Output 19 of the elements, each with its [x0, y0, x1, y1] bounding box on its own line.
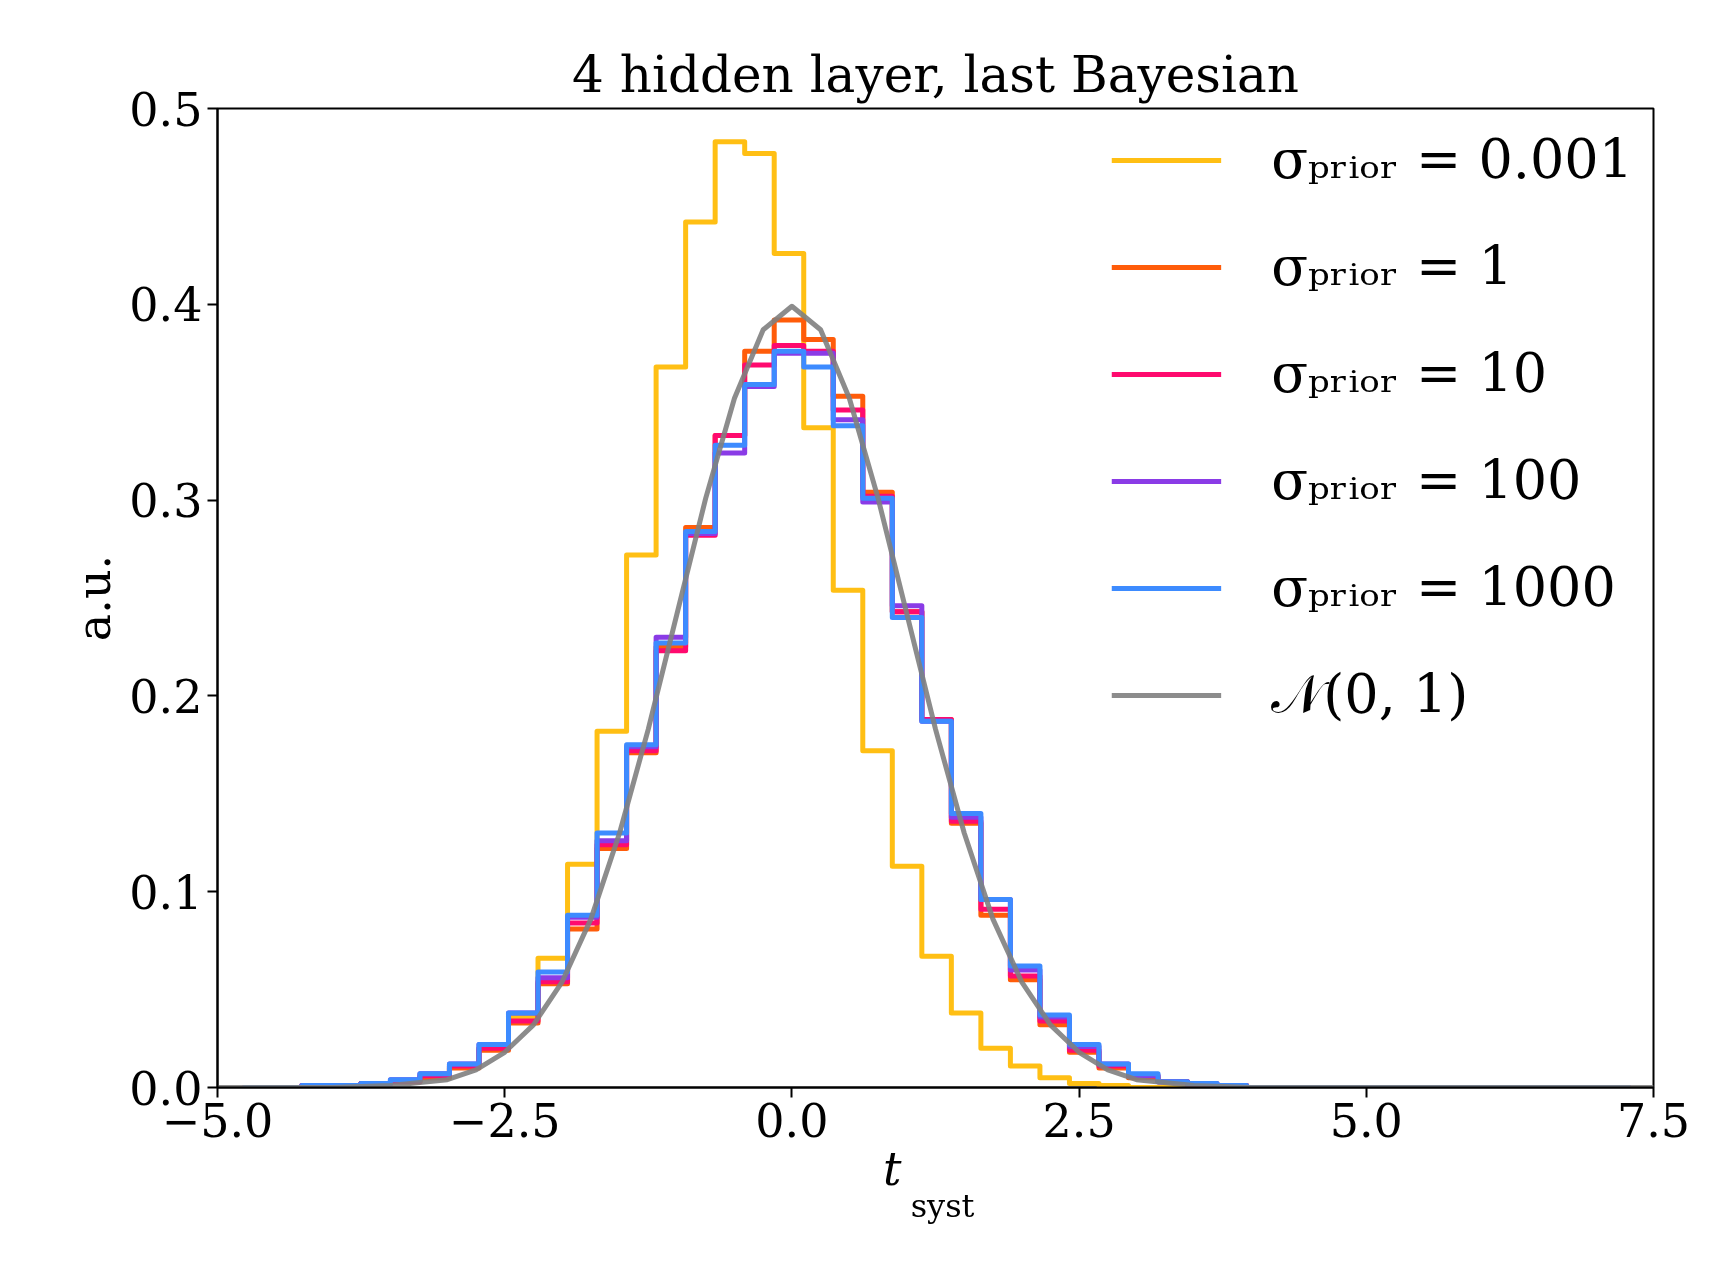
x-tick-label: 7.5: [1616, 1093, 1691, 1148]
legend-label: σₚᵣᵢₒᵣ = 1: [1271, 235, 1513, 298]
y-tick-label: 0.3: [129, 474, 203, 529]
x-tick-label: 0.0: [755, 1093, 829, 1148]
x-tick-label: −2.5: [448, 1093, 561, 1148]
x-tick-label: 5.0: [1329, 1093, 1403, 1148]
legend-label: σₚᵣᵢₒᵣ = 0.001: [1271, 128, 1633, 191]
y-tick-label: 0.1: [129, 865, 203, 920]
legend-label: σₚᵣᵢₒᵣ = 1000: [1271, 556, 1616, 619]
chart-title: 4 hidden layer, last Bayesian: [572, 45, 1299, 104]
y-tick-label: 0.5: [129, 82, 203, 137]
y-tick-label: 0.4: [129, 278, 203, 333]
legend-label: 𝒩(0, 1): [1271, 663, 1469, 727]
x-axis-title: tsyst: [883, 1141, 975, 1225]
y-axis-title: a.u.: [67, 554, 122, 642]
x-tick-label: 2.5: [1042, 1093, 1116, 1148]
legend-label: σₚᵣᵢₒᵣ = 100: [1271, 449, 1582, 512]
legend-label: σₚᵣᵢₒᵣ = 10: [1271, 342, 1548, 405]
y-tick-label: 0.2: [129, 669, 203, 724]
